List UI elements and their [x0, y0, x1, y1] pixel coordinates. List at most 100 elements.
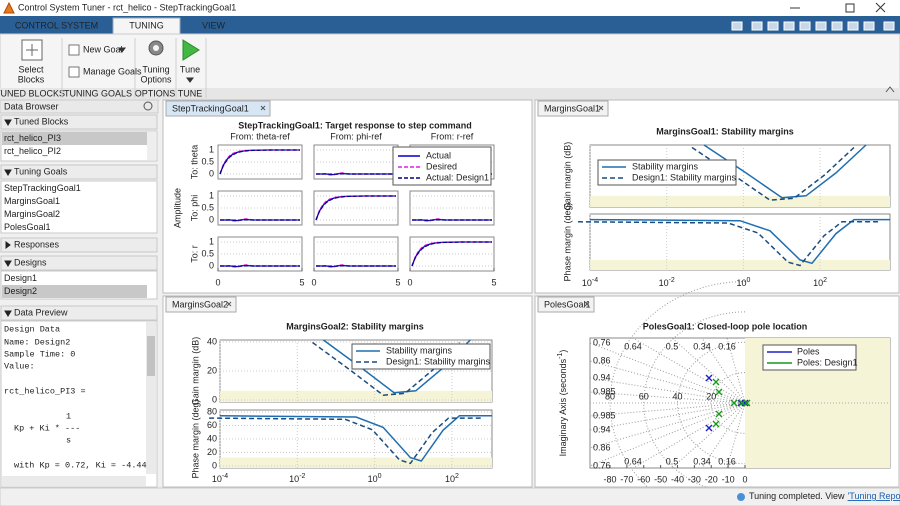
- y-axis-label: Amplitude: [172, 188, 182, 228]
- y-axis-label-close: ): [558, 350, 568, 353]
- chart-title: MarginsGoal2: Stability margins: [286, 321, 424, 331]
- x-tick-label: -10: [722, 474, 735, 484]
- toolbar-icon[interactable]: [848, 22, 858, 30]
- x-tick-label: -60: [637, 474, 650, 484]
- new-goal-icon[interactable]: [69, 45, 79, 55]
- scrollbar: [147, 132, 156, 160]
- x-tick-label: -50: [654, 474, 667, 484]
- x-tick-label: -40: [671, 474, 684, 484]
- x-tick-label: -70: [620, 474, 633, 484]
- section-title: Designs: [14, 257, 47, 267]
- ribbon-tab-label: TUNING: [129, 20, 164, 30]
- toolbar-icon[interactable]: [864, 22, 874, 30]
- legend-label: Desired: [426, 161, 457, 171]
- pane-tab-label: PolesGoal1: [544, 299, 591, 309]
- toolbar-icon[interactable]: [800, 22, 810, 30]
- pane-tab-label: MarginsGoal2: [172, 299, 228, 309]
- x-tick-label: 5: [491, 277, 496, 287]
- row-label: To: theta: [189, 145, 199, 180]
- damping-label: 0.94: [593, 424, 611, 434]
- y-tick-label: 1: [209, 236, 214, 246]
- status-icon: [737, 493, 745, 501]
- button-label: Tuning: [142, 64, 169, 74]
- section-title: Tuning Goals: [14, 166, 68, 176]
- damping-label: 0.86: [593, 355, 611, 365]
- ribbon-tab-label: CONTROL SYSTEM: [15, 20, 98, 30]
- row-label: To: r: [189, 245, 199, 263]
- list-item[interactable]: rct_helico_PI3: [4, 133, 61, 143]
- button-label: New Goal: [83, 44, 123, 54]
- legend-label: Stability margins: [386, 345, 453, 355]
- status-link[interactable]: 'Tuning Report': [848, 491, 900, 501]
- damping-label: 0.16: [718, 456, 736, 466]
- row-label: To: phi: [189, 195, 199, 222]
- legend-label: Stability margins: [632, 161, 699, 171]
- toolbar-icon[interactable]: [784, 22, 794, 30]
- y-tick-label: 0: [212, 394, 217, 404]
- frequency-label: 40: [672, 391, 682, 401]
- list-item[interactable]: MarginsGoal1: [4, 196, 60, 206]
- tick-base: 10: [736, 278, 746, 288]
- preview-line: Name: Design2: [4, 337, 70, 347]
- y-tick-label: 20: [207, 447, 217, 457]
- list-item[interactable]: Design1: [4, 273, 37, 283]
- y-axis-label: Gain margin (dB): [562, 142, 572, 211]
- list-item[interactable]: Design2: [4, 286, 37, 296]
- ribbon-section-label: OPTIONS: [135, 88, 176, 98]
- list-item[interactable]: PolesGoal1: [4, 222, 51, 232]
- damping-label: 0.34: [693, 456, 711, 466]
- ribbon-section-label: TUNING GOALS: [64, 88, 132, 98]
- legend-label: Design1: Stability margins: [386, 356, 491, 366]
- list-item[interactable]: rct_helico_PI2: [4, 146, 61, 156]
- preview-line: rct_helico_PI3 =: [4, 386, 86, 396]
- status-message: Tuning completed. View'Tuning Report': [749, 491, 900, 501]
- damping-label: 0.76: [593, 337, 611, 347]
- list-item[interactable]: MarginsGoal2: [4, 209, 60, 219]
- list-item[interactable]: StepTrackingGoal1: [4, 183, 81, 193]
- tick-base: 10: [659, 278, 669, 288]
- tick-exponent: 0: [746, 277, 750, 284]
- x-tick-label: 5: [299, 277, 304, 287]
- ribbon-section-label: TUNE: [178, 88, 203, 98]
- y-tick-label: 80: [207, 406, 217, 416]
- scroll-thumb: [147, 336, 155, 376]
- damping-label: 0.34: [693, 341, 711, 351]
- browser-title: Data Browser: [4, 101, 59, 111]
- y-tick-label: 0: [209, 214, 214, 224]
- chart-title: MarginsGoal1: Stability margins: [656, 126, 794, 136]
- tick-exponent: -2: [669, 277, 675, 284]
- damping-label: 0.985: [593, 386, 616, 396]
- toolbar-icon[interactable]: [768, 22, 778, 30]
- manage-goals-icon[interactable]: [69, 67, 79, 77]
- x-tick-label: -30: [688, 474, 701, 484]
- toolbar-icon[interactable]: [732, 22, 742, 30]
- x-tick-label: -80: [603, 474, 616, 484]
- toolbar-icon[interactable]: [752, 22, 762, 30]
- y-tick-label: 1: [209, 190, 214, 200]
- y-tick-label: 1: [209, 144, 214, 154]
- tick-exponent: -4: [592, 277, 598, 284]
- damping-label: 0.985: [593, 410, 616, 420]
- y-tick-label: 20: [207, 365, 217, 375]
- tick-exponent: -2: [299, 473, 305, 480]
- damping-label: 0.5: [666, 341, 679, 351]
- section-title: Data Preview: [14, 307, 68, 317]
- toolbar-icon[interactable]: [816, 22, 826, 30]
- ribbon-section-label: TUNED BLOCKS: [0, 88, 65, 98]
- button-label: Select: [18, 64, 44, 74]
- toolbar-icon[interactable]: [832, 22, 842, 30]
- chart-title: PolesGoal1: Closed-loop pole location: [643, 321, 808, 331]
- legend-label: Actual: [426, 150, 451, 160]
- x-tick-label: 5: [395, 277, 400, 287]
- pane-tab-label: MarginsGoal1: [544, 103, 600, 113]
- y-axis-label: Phase margin (deg): [190, 399, 200, 478]
- x-tick-label: 0: [215, 277, 220, 287]
- column-label: From: phi-ref: [330, 131, 382, 141]
- toolbar-icon[interactable]: [884, 22, 894, 30]
- scrollbar-h: [2, 476, 146, 486]
- y-axis-label: Imaginary Axis (seconds-1): [557, 350, 569, 457]
- goal-region: [590, 196, 890, 207]
- y-tick-label: 0: [209, 260, 214, 270]
- tick-base: 10: [813, 278, 823, 288]
